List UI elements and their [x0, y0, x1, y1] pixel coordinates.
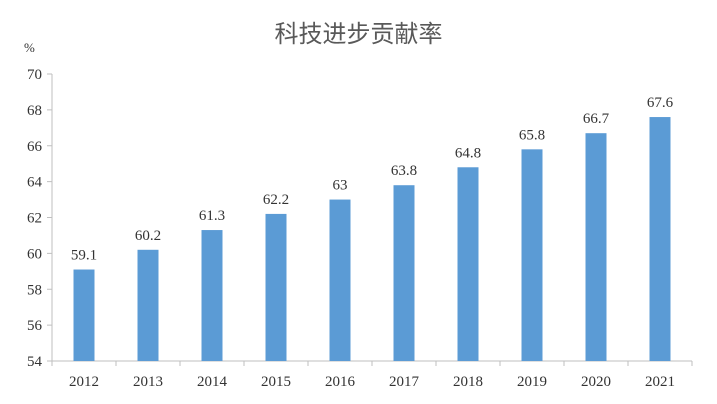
y-axis-unit-label: %: [24, 40, 35, 55]
data-label: 65.8: [519, 127, 545, 143]
bar: [649, 117, 671, 361]
data-label: 67.6: [647, 95, 674, 111]
data-label: 64.8: [455, 145, 481, 161]
x-tick-label: 2016: [325, 374, 356, 390]
bar: [73, 269, 95, 361]
bar: [521, 149, 543, 361]
x-tick-label: 2013: [133, 374, 163, 390]
bar: [329, 199, 351, 361]
x-tick-label: 2017: [389, 374, 420, 390]
bar: [201, 230, 223, 361]
x-tick-label: 2012: [69, 374, 99, 390]
y-tick-label: 66: [27, 139, 43, 155]
x-tick-label: 2020: [581, 374, 611, 390]
y-tick-label: 64: [27, 175, 43, 191]
y-tick-label: 70: [27, 67, 42, 83]
y-tick-label: 62: [27, 211, 42, 227]
data-label: 66.7: [583, 111, 610, 127]
y-tick-label: 58: [27, 282, 42, 298]
bar: [137, 249, 159, 361]
x-tick-label: 2014: [197, 374, 228, 390]
bar: [393, 185, 415, 361]
bar: [265, 213, 287, 361]
chart-title: 科技进步贡献率: [274, 20, 443, 48]
y-tick-label: 68: [27, 103, 42, 119]
y-tick-label: 54: [27, 354, 43, 370]
data-label: 61.3: [199, 208, 225, 224]
data-label: 63.8: [391, 163, 417, 179]
bar: [457, 167, 479, 361]
bar: [585, 133, 607, 361]
x-tick-label: 2019: [517, 374, 547, 390]
y-tick-label: 56: [27, 318, 43, 334]
x-tick-label: 2018: [453, 374, 483, 390]
data-label: 60.2: [135, 228, 161, 244]
data-label: 62.2: [263, 192, 289, 208]
data-label: 63: [333, 178, 348, 194]
x-tick-label: 2015: [261, 374, 291, 390]
data-label: 59.1: [71, 248, 97, 264]
x-tick-label: 2021: [645, 374, 675, 390]
y-tick-label: 60: [27, 246, 42, 262]
